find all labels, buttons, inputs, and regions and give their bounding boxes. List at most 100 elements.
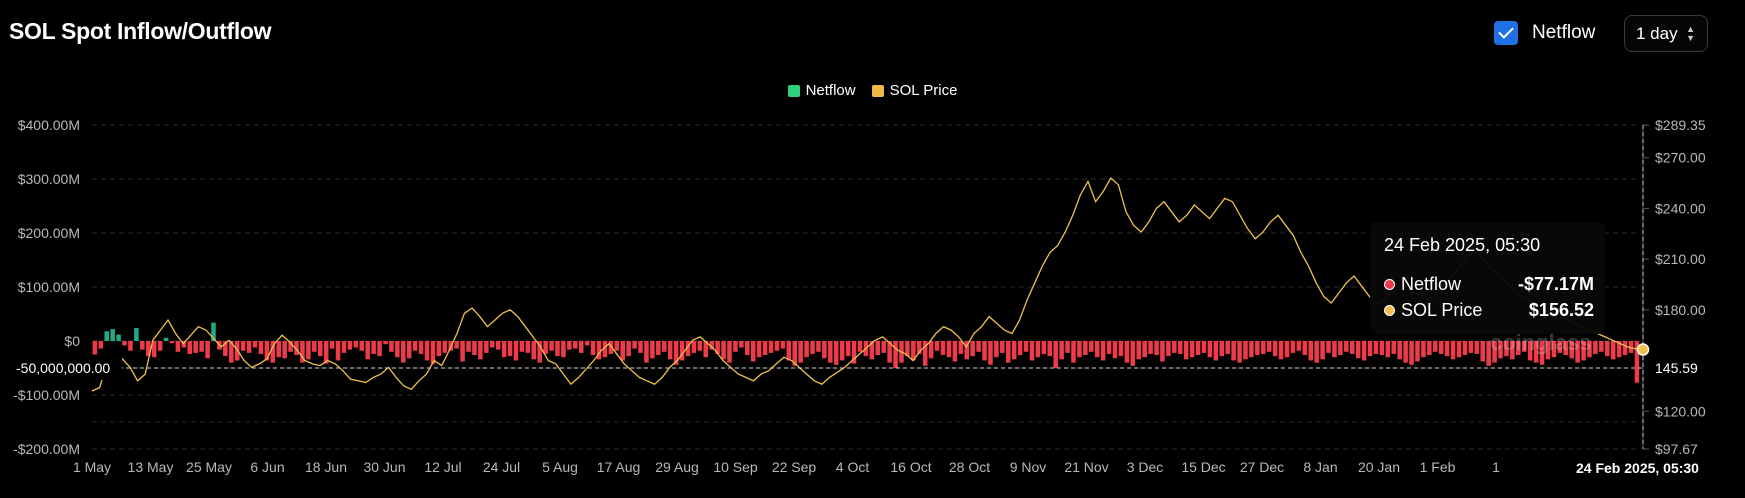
netflow-bar [395,341,400,358]
netflow-bar [300,341,305,363]
x-tick-label: 1 [1492,459,1500,475]
netflow-bar [122,341,127,346]
crosshair-bottom-label: 24 Feb 2025, 05:30 [1576,460,1699,476]
netflow-bar [1344,341,1349,352]
netflow-bar [1237,341,1242,363]
netflow-bar [1089,341,1094,352]
tooltip-date: 24 Feb 2025, 05:30 [1384,235,1541,255]
y-right-tick-label: $180.00 [1655,302,1706,318]
netflow-bar [294,341,299,356]
netflow-bar [424,341,430,361]
netflow-bar [739,341,744,348]
netflow-bar [661,341,667,352]
netflow-bar [187,341,193,354]
netflow-bar [762,341,768,356]
x-tick-label: 28 Oct [949,459,990,475]
netflow-bar [1065,341,1070,353]
x-tick-label: 24 Jul [483,459,520,475]
netflow-bar [1492,341,1497,363]
netflow-bar [911,341,916,361]
netflow-bar [970,341,975,357]
legend-label-netflow: Netflow [805,82,856,99]
netflow-bar [507,341,513,357]
netflow-bar [1551,341,1557,358]
netflow-bar [626,341,631,357]
netflow-bar [353,341,359,348]
interval-select[interactable]: 1 day ▲ ▼ [1624,15,1708,52]
crosshair: -50,000,000.00 145.59 24 Feb 2025, 05:30 [0,125,1717,480]
netflow-bar [140,341,145,350]
netflow-toggle[interactable]: Netflow [1494,21,1595,45]
x-axis-labels: 1 May 13 May 25 May 6 Jun 18 Jun 30 Jun 12 Jul… [73,459,1500,475]
netflow-bar [128,341,133,351]
x-tick-label: 3 Dec [1127,459,1164,475]
netflow-bar [584,341,590,346]
netflow-bar [501,341,507,358]
netflow-bar [1172,341,1177,353]
y-left-tick-label: $0 [64,333,80,349]
netflow-bar [1385,341,1391,358]
netflow-bar [169,341,175,344]
netflow-bar [733,341,738,352]
netflow-bar [347,341,353,350]
netflow-bar [1533,341,1539,363]
price-dot-icon [1384,305,1395,316]
netflow-bar [412,341,418,351]
netflow-bar [887,341,892,363]
netflow-bar [1510,341,1515,360]
netflow-bar [454,341,459,349]
netflow-bar [555,341,560,357]
netflow-bar [1355,341,1361,359]
y-left-tick-label: $200.00M [18,225,80,241]
netflow-bar [1183,341,1189,360]
netflow-bar [1047,341,1053,357]
netflow-bar [229,341,234,363]
netflow-bar [1610,341,1616,360]
netflow-bar [1160,341,1165,362]
netflow-bar [964,341,969,360]
tooltip-label: SOL Price [1401,300,1483,320]
netflow-bar [810,341,815,354]
netflow-bar [1189,341,1195,358]
checkbox-checked-icon[interactable] [1494,21,1518,45]
netflow-bar [513,341,519,361]
netflow-bar [1427,341,1432,356]
netflow-bar [822,341,827,359]
legend-item-sol-price[interactable]: SOL Price [871,82,958,99]
legend-label-sol-price: SOL Price [889,82,958,99]
netflow-bar [531,341,537,360]
y-right-tick-label: $240.00 [1655,200,1706,216]
x-tick-label: 30 Jun [363,459,405,475]
legend-item-netflow[interactable]: Netflow [787,82,856,99]
netflow-bar [1094,341,1100,358]
netflow-bar [1053,341,1058,368]
netflow-bar [537,341,542,363]
netflow-bar [745,341,750,356]
y-right-tick-label: $120.00 [1655,403,1706,419]
netflow-bar [596,341,602,360]
netflow-bar [1605,341,1610,357]
netflow-bar [1539,341,1545,365]
y-right-tick-label: $97.67 [1655,441,1698,457]
netflow-bar [1397,341,1402,360]
netflow-bar [312,341,317,352]
netflow-bar [857,341,863,352]
netflow-bar [721,341,726,360]
netflow-bar [1177,341,1183,354]
netflow-bar [389,341,394,352]
netflow-bar [976,341,981,352]
netflow-bar [436,341,442,357]
x-tick-label: 5 Aug [542,459,578,475]
netflow-bar [940,341,946,356]
netflow-bar [430,341,436,364]
crosshair-left-bg [0,356,122,380]
chevron-updown-icon: ▲ ▼ [1686,24,1695,43]
netflow-bar [1130,341,1136,366]
netflow-bar [1041,341,1047,354]
netflow-bar [1154,341,1159,356]
netflow-bar [1023,341,1029,352]
netflow-bar [1266,341,1272,352]
price-point-marker [1636,343,1650,356]
netflow-bar [656,341,661,356]
netflow-bar [288,341,293,352]
